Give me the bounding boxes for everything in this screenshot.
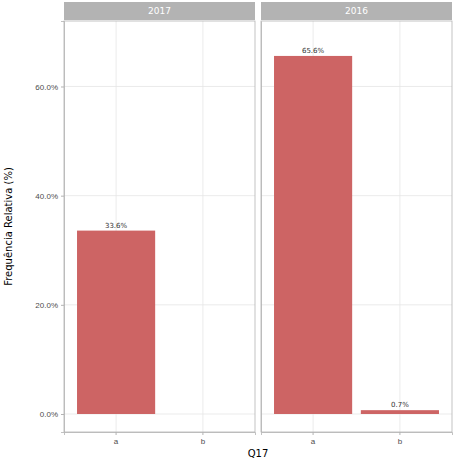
data-label: 65.6% [302, 47, 325, 55]
y-axis [261, 22, 263, 433]
panel-title: 2016 [345, 6, 368, 16]
tick-label: 40.0% [35, 192, 58, 201]
y-tick: 60.0% [35, 83, 64, 92]
tick-label: 60.0% [35, 83, 58, 92]
panel: 201665.6%0.7%ab [261, 2, 453, 446]
data-labels: 65.6% 0.7% [302, 47, 409, 409]
panel-border [64, 21, 255, 432]
tick-mark [61, 305, 64, 306]
grid-line [64, 86, 255, 87]
y-axis-title: Frequência Relativa (%) [3, 167, 14, 286]
tick-label: b [201, 437, 206, 446]
bars [274, 56, 439, 414]
bars [77, 231, 155, 414]
tick-mark [202, 432, 203, 435]
tick-mark [116, 432, 117, 435]
y-tick: 20.0% [35, 301, 64, 310]
tick-label: a [311, 437, 316, 446]
panel-border [261, 21, 452, 432]
tick-label: b [398, 437, 403, 446]
strip [261, 2, 452, 20]
bar [361, 410, 439, 414]
axis-line [262, 433, 453, 436]
x-axis: ab [262, 432, 453, 446]
bar [77, 231, 155, 414]
panel: 201733.6%0.0%20.0%40.0%60.0%ab [35, 2, 255, 446]
tick-mark [61, 414, 64, 415]
tick-mark [61, 86, 64, 87]
grid-line [399, 21, 400, 432]
grid [261, 21, 452, 432]
panel-title: 2017 [148, 6, 171, 16]
x-tick: b [201, 432, 206, 446]
tick-mark [313, 432, 314, 435]
grid-line [64, 195, 255, 196]
y-tick: 40.0% [35, 192, 64, 201]
tick-label: 0.0% [40, 410, 58, 419]
tick-label: 20.0% [35, 301, 58, 310]
data-label: 33.6% [105, 222, 128, 230]
x-axis-title: Q17 [248, 448, 269, 459]
x-tick: a [311, 432, 316, 446]
grid [64, 21, 255, 432]
tick-label: a [114, 437, 119, 446]
tick-mark [61, 196, 64, 197]
strip [64, 2, 255, 20]
axis-line [61, 22, 65, 433]
x-axis: ab [65, 432, 256, 446]
y-axis: 0.0% 20.0% 40.0% 60.0% [35, 22, 64, 433]
y-tick: 0.0% [40, 410, 64, 419]
chart: 201733.6%0.0%20.0%40.0%60.0%abFrequência… [0, 0, 458, 462]
data-labels: 33.6% [105, 222, 128, 230]
data-label: 0.7% [391, 401, 409, 409]
x-tick: a [114, 432, 119, 446]
x-tick: b [398, 432, 403, 446]
grid-line [202, 21, 203, 432]
tick-mark [399, 432, 400, 435]
bar [274, 56, 352, 414]
axis-line [261, 22, 262, 433]
axis-line [65, 433, 256, 436]
